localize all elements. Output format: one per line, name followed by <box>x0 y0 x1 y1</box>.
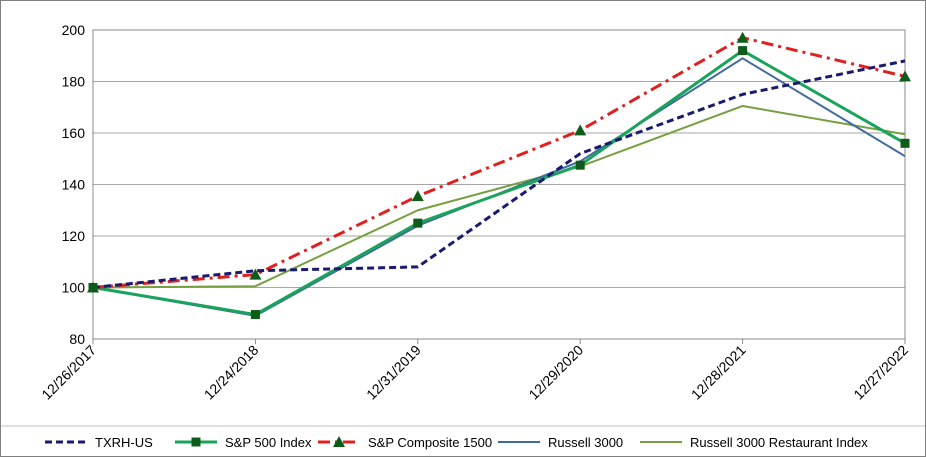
legend-label-txrh-us: TXRH-US <box>95 435 153 450</box>
data-point-s-p-500-index <box>250 310 260 320</box>
data-point-s-p-composite-1500 <box>736 31 749 43</box>
data-point-s-p-composite-1500 <box>411 190 424 202</box>
data-point-s-p-500-index <box>738 46 748 56</box>
legend-marker-s-p-500-index <box>191 437 201 447</box>
legend-label-s-p-500-index: S&P 500 Index <box>225 435 312 450</box>
data-point-s-p-composite-1500 <box>87 281 99 293</box>
series-markers <box>87 31 911 320</box>
legend-label-russell-3000-restaurant-index: Russell 3000 Restaurant Index <box>690 435 868 450</box>
series-line-txrh-us <box>92 59 906 289</box>
y-tick-label: 140 <box>62 177 86 193</box>
legend-marker-s-p-composite-1500 <box>333 436 345 447</box>
data-point-s-p-500-index <box>413 218 423 228</box>
y-tick-label: 160 <box>62 125 86 141</box>
legend-label-s-p-composite-1500: S&P Composite 1500 <box>368 435 492 450</box>
y-axis-tick-labels: 80 100 120 140 160 180 200 <box>62 22 86 347</box>
legend-label-russell-3000: Russell 3000 <box>548 435 623 450</box>
legend: TXRH-US S&P 500 Index S&P Composite 1500 Ru… <box>1 425 925 450</box>
y-tick-label: 80 <box>69 331 85 347</box>
series-lines <box>92 36 906 317</box>
data-point-s-p-composite-1500 <box>249 268 262 280</box>
series-line-russell-3000-restaurant-index <box>92 104 906 289</box>
y-tick-label: 180 <box>62 74 86 90</box>
data-point-s-p-composite-1500 <box>574 124 587 136</box>
data-point-s-p-500-index <box>900 138 910 148</box>
y-tick-label: 120 <box>62 228 86 244</box>
data-point-s-p-500-index <box>575 160 585 170</box>
y-tick-label: 100 <box>62 280 86 296</box>
series-line-s-p-composite-1500 <box>92 36 906 289</box>
y-tick-label: 200 <box>62 22 86 38</box>
plot-area-border <box>92 29 906 340</box>
series-line-s-p-500-index <box>92 49 906 317</box>
data-point-s-p-composite-1500 <box>899 70 911 82</box>
